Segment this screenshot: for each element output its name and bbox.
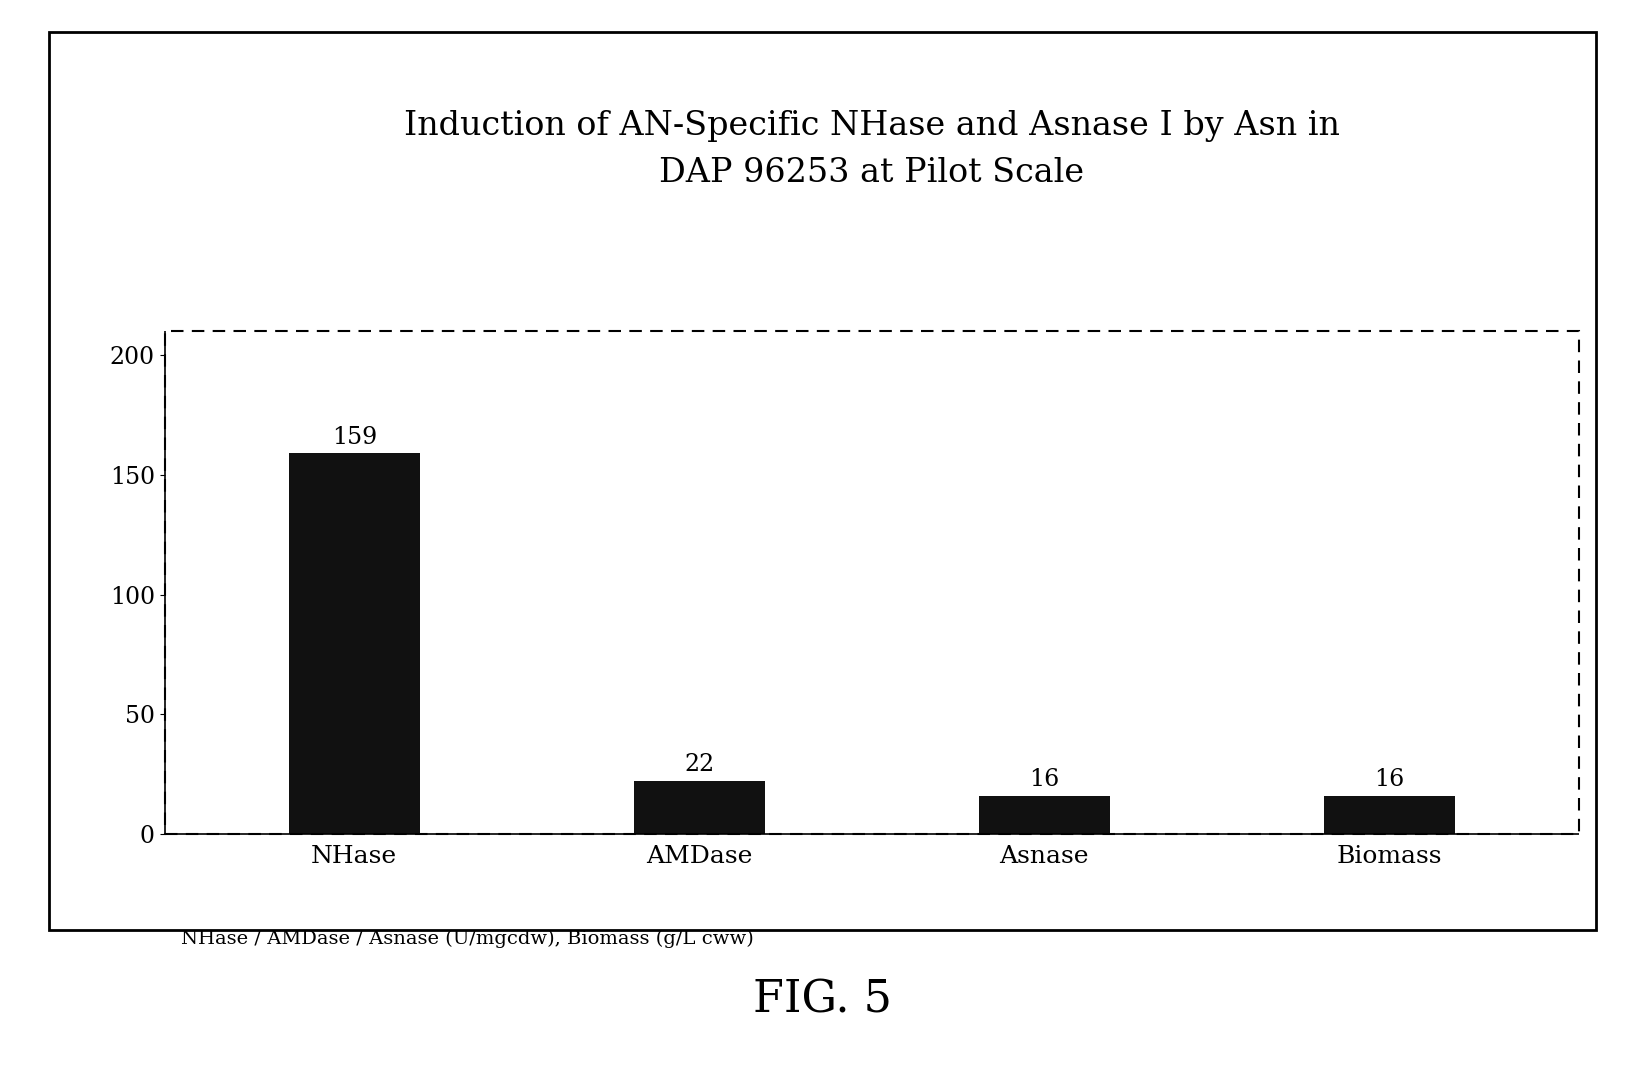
- Text: 16: 16: [1030, 768, 1059, 791]
- Text: Induction of AN-Specific NHase and Asnase I by Asn in
DAP 96253 at Pilot Scale: Induction of AN-Specific NHase and Asnas…: [405, 110, 1339, 189]
- Bar: [633, 781, 765, 834]
- Bar: [1324, 795, 1454, 834]
- Text: 16: 16: [1374, 768, 1405, 791]
- Text: 22: 22: [684, 754, 714, 776]
- Bar: [979, 795, 1110, 834]
- Text: NHase / AMDase / Asnase (U/mgcdw), Biomass (g/L cww): NHase / AMDase / Asnase (U/mgcdw), Bioma…: [181, 930, 753, 948]
- Text: FIG. 5: FIG. 5: [753, 978, 892, 1021]
- Text: 159: 159: [332, 425, 377, 449]
- Bar: [290, 453, 419, 834]
